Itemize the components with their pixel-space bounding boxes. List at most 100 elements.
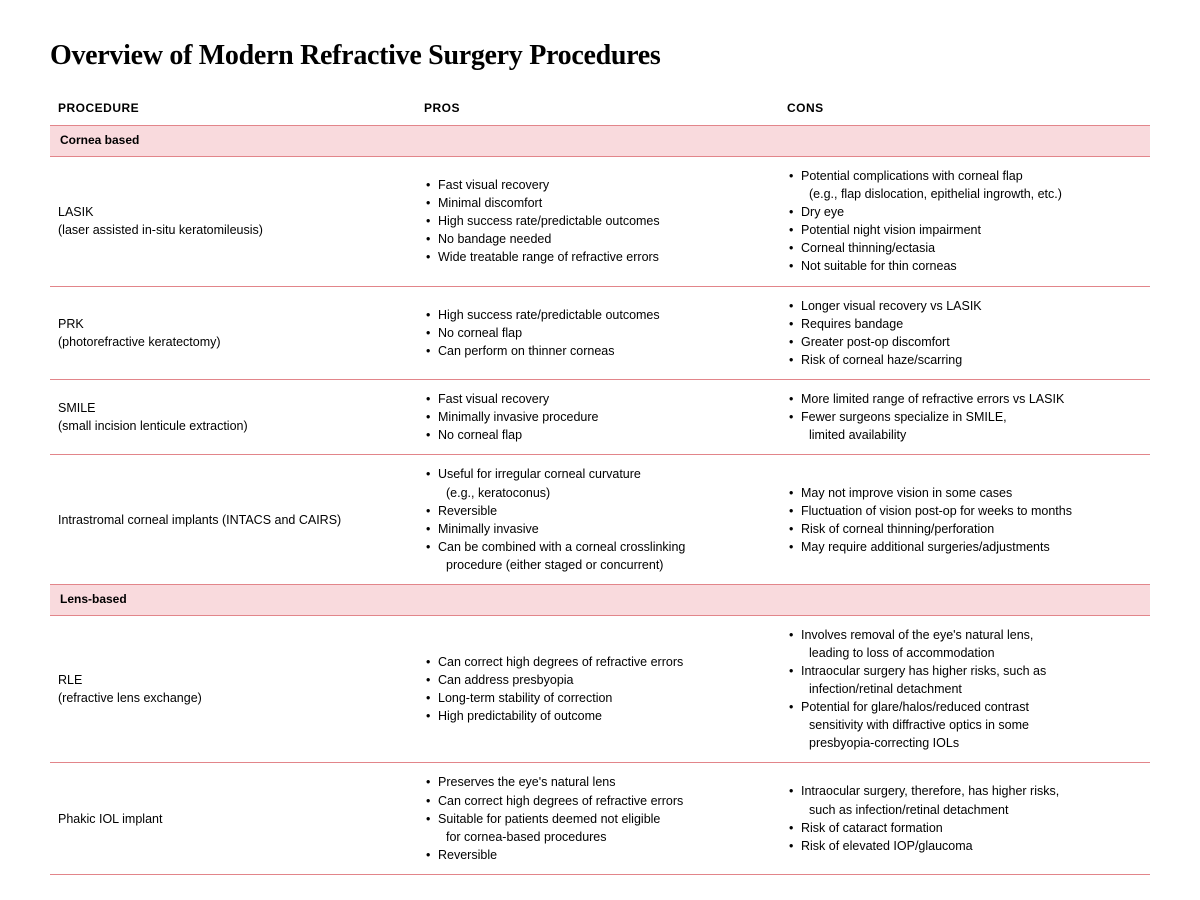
bullet-list: Longer visual recovery vs LASIKRequires …: [787, 297, 1142, 370]
list-item: Can perform on thinner corneas: [424, 342, 775, 360]
page-title: Overview of Modern Refractive Surgery Pr…: [50, 40, 1150, 72]
cons-cell: May not improve vision in some casesFluc…: [787, 484, 1150, 557]
bullet-list: High success rate/predictable outcomesNo…: [424, 306, 775, 360]
list-item: Preserves the eye's natural lens: [424, 773, 775, 791]
bullet-list: More limited range of refractive errors …: [787, 390, 1142, 444]
table-header-row: PROCEDURE PROS CONS: [50, 94, 1150, 126]
pros-cell: Fast visual recoveryMinimal discomfortHi…: [424, 176, 787, 267]
list-item: More limited range of refractive errors …: [787, 390, 1142, 408]
bullet-list: Can correct high degrees of refractive e…: [424, 653, 775, 726]
list-item: Reversible: [424, 502, 775, 520]
procedure-subname: (small incision lenticule extraction): [58, 417, 412, 435]
list-item: Risk of cataract formation: [787, 819, 1142, 837]
procedure-cell: Intrastromal corneal implants (INTACS an…: [50, 511, 424, 529]
list-item: Risk of elevated IOP/glaucoma: [787, 837, 1142, 855]
list-item: presbyopia-correcting IOLs: [787, 734, 1142, 752]
bullet-list: Fast visual recoveryMinimal discomfortHi…: [424, 176, 775, 267]
list-item: sensitivity with diffractive optics in s…: [787, 716, 1142, 734]
list-item: for cornea-based procedures: [424, 828, 775, 846]
list-item: No corneal flap: [424, 324, 775, 342]
procedures-table: PROCEDURE PROS CONS Cornea based LASIK(la…: [50, 94, 1150, 875]
list-item: Suitable for patients deemed not eligibl…: [424, 810, 775, 828]
list-item: Minimally invasive procedure: [424, 408, 775, 426]
list-item: Intraocular surgery, therefore, has high…: [787, 782, 1142, 800]
procedure-cell: RLE(refractive lens exchange): [50, 671, 424, 707]
list-item: Corneal thinning/ectasia: [787, 239, 1142, 257]
bullet-list: Intraocular surgery, therefore, has high…: [787, 782, 1142, 855]
pros-cell: Can correct high degrees of refractive e…: [424, 653, 787, 726]
list-item: Wide treatable range of refractive error…: [424, 248, 775, 266]
list-item: Dry eye: [787, 203, 1142, 221]
procedure-cell: PRK(photorefractive keratectomy): [50, 315, 424, 351]
procedure-cell: SMILE(small incision lenticule extractio…: [50, 399, 424, 435]
procedure-subname: (photorefractive keratectomy): [58, 333, 412, 351]
pros-cell: High success rate/predictable outcomesNo…: [424, 306, 787, 360]
section-band: Cornea based: [50, 125, 1150, 156]
procedure-name: SMILE: [58, 399, 412, 417]
list-item: Long-term stability of correction: [424, 689, 775, 707]
pros-cell: Preserves the eye's natural lensCan corr…: [424, 773, 787, 864]
cons-cell: Involves removal of the eye's natural le…: [787, 626, 1150, 753]
list-item: High success rate/predictable outcomes: [424, 306, 775, 324]
list-item: Can correct high degrees of refractive e…: [424, 792, 775, 810]
list-item: Longer visual recovery vs LASIK: [787, 297, 1142, 315]
procedure-subname: (laser assisted in-situ keratomileusis): [58, 221, 412, 239]
list-item: High success rate/predictable outcomes: [424, 212, 775, 230]
list-item: Fast visual recovery: [424, 176, 775, 194]
procedure-subname: (refractive lens exchange): [58, 689, 412, 707]
col-header-procedure: PROCEDURE: [50, 100, 424, 117]
list-item: Requires bandage: [787, 315, 1142, 333]
list-item: Potential for glare/halos/reduced contra…: [787, 698, 1142, 716]
list-item: limited availability: [787, 426, 1142, 444]
list-item: Greater post-op discomfort: [787, 333, 1142, 351]
bullet-list: May not improve vision in some casesFluc…: [787, 484, 1142, 557]
cons-cell: Intraocular surgery, therefore, has high…: [787, 782, 1150, 855]
table-row: PRK(photorefractive keratectomy)High suc…: [50, 287, 1150, 381]
bullet-list: Involves removal of the eye's natural le…: [787, 626, 1142, 753]
table-body: Cornea based LASIK(laser assisted in-situ…: [50, 125, 1150, 875]
list-item: Potential night vision impairment: [787, 221, 1142, 239]
list-item: Not suitable for thin corneas: [787, 257, 1142, 275]
list-item: May not improve vision in some cases: [787, 484, 1142, 502]
table-row: SMILE(small incision lenticule extractio…: [50, 380, 1150, 455]
procedure-cell: LASIK(laser assisted in-situ keratomileu…: [50, 203, 424, 239]
list-item: Risk of corneal haze/scarring: [787, 351, 1142, 369]
list-item: Can address presbyopia: [424, 671, 775, 689]
list-item: Can be combined with a corneal crosslink…: [424, 538, 775, 556]
col-header-pros: PROS: [424, 100, 787, 117]
cons-cell: Longer visual recovery vs LASIKRequires …: [787, 297, 1150, 370]
procedure-name: Intrastromal corneal implants (INTACS an…: [58, 511, 412, 529]
list-item: Can correct high degrees of refractive e…: [424, 653, 775, 671]
list-item: High predictability of outcome: [424, 707, 775, 725]
list-item: such as infection/retinal detachment: [787, 801, 1142, 819]
list-item: Potential complications with corneal fla…: [787, 167, 1142, 185]
table-row: Intrastromal corneal implants (INTACS an…: [50, 455, 1150, 585]
bullet-list: Fast visual recoveryMinimally invasive p…: [424, 390, 775, 444]
list-item: infection/retinal detachment: [787, 680, 1142, 698]
table-row: Phakic IOL implantPreserves the eye's na…: [50, 763, 1150, 875]
list-item: Fluctuation of vision post-op for weeks …: [787, 502, 1142, 520]
list-item: Minimally invasive: [424, 520, 775, 538]
cons-cell: More limited range of refractive errors …: [787, 390, 1150, 444]
list-item: (e.g., keratoconus): [424, 484, 775, 502]
list-item: (e.g., flap dislocation, epithelial ingr…: [787, 185, 1142, 203]
cons-cell: Potential complications with corneal fla…: [787, 167, 1150, 276]
col-header-cons: CONS: [787, 100, 1150, 117]
procedure-name: RLE: [58, 671, 412, 689]
procedure-cell: Phakic IOL implant: [50, 810, 424, 828]
pros-cell: Useful for irregular corneal curvature(e…: [424, 465, 787, 574]
list-item: procedure (either staged or concurrent): [424, 556, 775, 574]
list-item: Minimal discomfort: [424, 194, 775, 212]
section-band: Lens-based: [50, 584, 1150, 615]
list-item: leading to loss of accommodation: [787, 644, 1142, 662]
procedure-name: LASIK: [58, 203, 412, 221]
list-item: Intraocular surgery has higher risks, su…: [787, 662, 1142, 680]
list-item: May require additional surgeries/adjustm…: [787, 538, 1142, 556]
bullet-list: Useful for irregular corneal curvature(e…: [424, 465, 775, 574]
list-item: Reversible: [424, 846, 775, 864]
list-item: Useful for irregular corneal curvature: [424, 465, 775, 483]
table-row: RLE(refractive lens exchange)Can correct…: [50, 616, 1150, 764]
bullet-list: Potential complications with corneal fla…: [787, 167, 1142, 276]
table-row: LASIK(laser assisted in-situ keratomileu…: [50, 157, 1150, 287]
pros-cell: Fast visual recoveryMinimally invasive p…: [424, 390, 787, 444]
